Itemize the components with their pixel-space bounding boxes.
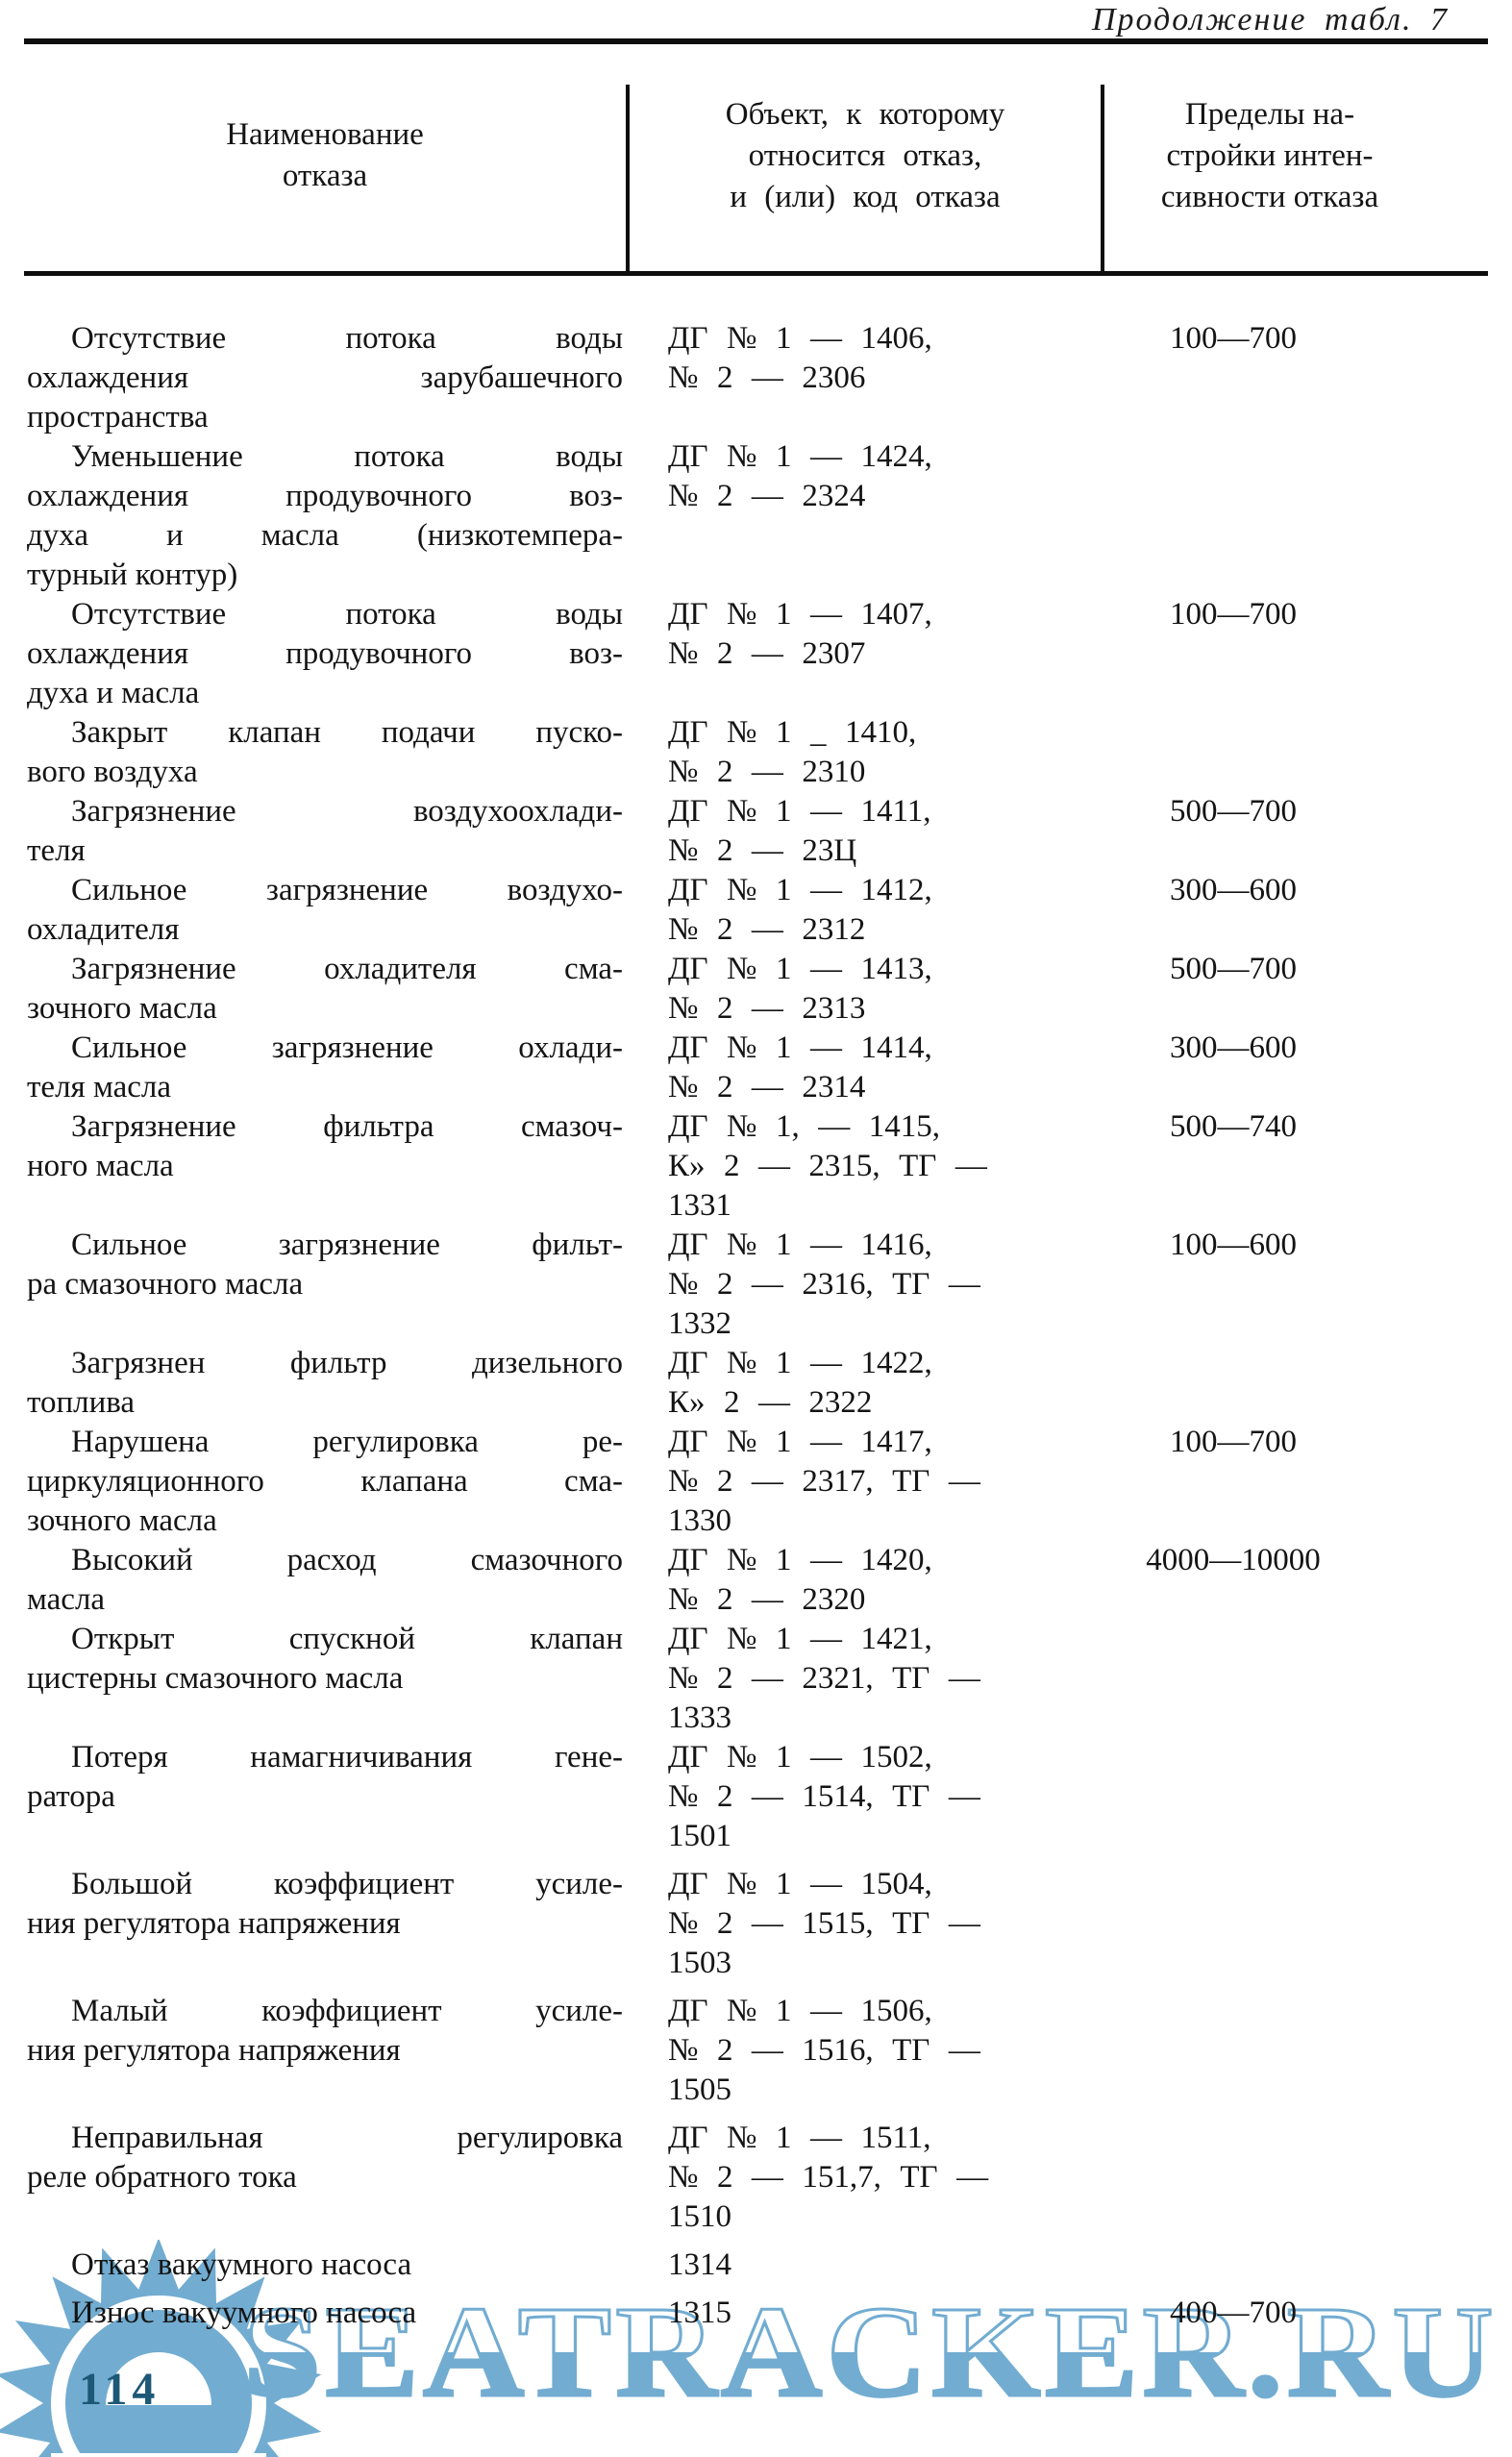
failure-name-cell: Загрязнен фильтр дизельного топлива — [27, 1346, 623, 1420]
table-row: Отказ вакуумного насоса 1314 — [27, 2246, 1488, 2285]
failure-name-cell: Большой коэффициент усиле-ния регулятора… — [27, 1867, 623, 1941]
table-header: Наименование отказа Объект, к которому о… — [24, 40, 1488, 271]
limits-cell: 100—700 — [1170, 597, 1297, 632]
failure-code-cell: ДГ № 1 — 1413, № 2 — 2313 — [668, 952, 932, 1026]
failure-code-cell: ДГ № 1 — 1421, № 2 — 2321, ТГ —1333 — [668, 1622, 980, 1735]
failure-code-cell: 1314 — [668, 2247, 731, 2282]
table-row: Нарушена регулировка ре-циркуляционного … — [27, 1423, 1488, 1541]
table-row: Неправильная регулировка реле обратного т… — [27, 2119, 1488, 2237]
failure-name-cell: Отсутствие потока воды охлаждения продуво… — [27, 597, 623, 710]
failure-name-cell: Износ вакуумного насоса — [71, 2296, 417, 2330]
failure-name-cell: Открыт спускной клапан цистерны смазочног… — [27, 1622, 623, 1696]
failure-code-cell: ДГ № 1 — 1420, № 2 — 2320 — [668, 1543, 932, 1617]
limits-cell: 100—700 — [1170, 321, 1297, 356]
column-divider-2 — [1101, 85, 1104, 271]
table-row: Высокий расход смазочного масла ДГ № 1 — 1… — [27, 1541, 1488, 1620]
table-row: Уменьшение потока воды охлаждения продуво… — [27, 437, 1488, 595]
watermark-text: SEATRACKER.RU — [243, 2280, 1498, 2424]
failure-code-cell: ДГ № 1 — 1411, № 2 — 23Ц — [668, 794, 931, 868]
failure-code-cell: ДГ № 1 — 1407, № 2 — 2307 — [668, 597, 932, 671]
table-row: Большой коэффициент усиле-ния регулятора… — [27, 1865, 1488, 1983]
table-header-rule — [24, 271, 1488, 276]
failure-name-cell: Отсутствие потока воды охлаждения зарубаш… — [27, 321, 623, 434]
table-row: Загрязнение фильтра смазоч-ного масла ДГ … — [27, 1107, 1488, 1226]
failure-code-cell: ДГ № 1 — 1511, № 2 — 151,7, ТГ —1510 — [668, 2121, 989, 2234]
failure-code-cell: ДГ № 1 — 1416, № 2 — 2316, ТГ —1332 — [668, 1228, 980, 1341]
failure-name-cell: Сильное загрязнение воздухо-охладителя — [27, 873, 623, 947]
failure-code-cell: ДГ № 1 — 1422, К» 2 — 2322 — [668, 1346, 932, 1420]
page-number: 114 — [79, 2364, 161, 2415]
table-top-rule — [24, 38, 1488, 44]
limits-cell: 100—600 — [1170, 1228, 1297, 1262]
sun-logo-icon — [0, 2240, 322, 2457]
failure-name-cell: Уменьшение потока воды охлаждения продуво… — [27, 439, 623, 592]
table-row: Загрязнение воздухоохлади-теля ДГ № 1 — 1… — [27, 792, 1488, 871]
watermark: SEATRACKER.RU — [0, 2240, 1498, 2457]
failure-name-cell: Малый коэффициент усиле-ния регулятора н… — [27, 1994, 623, 2068]
failure-name-cell: Загрязнение фильтра смазоч-ного масла — [27, 1109, 623, 1183]
limits-cell: 500—740 — [1170, 1109, 1297, 1144]
table-row: Малый коэффициент усиле-ния регулятора н… — [27, 1992, 1488, 2110]
limits-cell: 500—700 — [1170, 952, 1297, 986]
failure-name-cell: Сильное загрязнение охлади-теля масла — [27, 1030, 623, 1104]
failure-code-cell: ДГ № 1, — 1415, К» 2 — 2315, ТГ —1331 — [668, 1109, 987, 1223]
failure-code-cell: ДГ № 1 — 1504, № 2 — 1515, ТГ —1503 — [668, 1867, 980, 1980]
table-row: Сильное загрязнение охлади-теля масла ДГ … — [27, 1029, 1488, 1107]
limits-cell: 4000—10000 — [1146, 1543, 1321, 1577]
failure-code-cell: ДГ № 1 — 1414, № 2 — 2314 — [668, 1030, 932, 1104]
limits-cell: 500—700 — [1170, 794, 1297, 829]
table-continuation-label: Продолжение табл. 7 — [1091, 2, 1449, 37]
table-row: Загрязнение охладителя сма-зочного масла… — [27, 950, 1488, 1029]
limits-cell: 400—700 — [1170, 2296, 1297, 2330]
table-row: Износ вакуумного насоса 1315 400—700 — [27, 2294, 1488, 2333]
table-row: Сильное загрязнение фильт-ра смазочного … — [27, 1226, 1488, 1344]
failure-code-cell: 1315 — [668, 2296, 731, 2330]
column-header-failure-name: Наименование отказа — [226, 117, 424, 193]
failure-name-cell: Высокий расход смазочного масла — [27, 1543, 623, 1617]
table-row: Открыт спускной клапан цистерны смазочног… — [27, 1620, 1488, 1738]
table-body: Отсутствие потока воды охлаждения зарубаш… — [27, 319, 1488, 2333]
table-row: Потеря намагничивания гене-ратора ДГ № 1 … — [27, 1738, 1488, 1856]
table-row: Отсутствие потока воды охлаждения зарубаш… — [27, 319, 1488, 437]
failure-name-cell: Загрязнение охладителя сма-зочного масла — [27, 952, 623, 1026]
failure-name-cell: Потеря намагничивания гене-ратора — [27, 1740, 623, 1814]
failure-code-cell: ДГ № 1 — 1506, № 2 — 1516, ТГ —1505 — [668, 1994, 980, 2107]
limits-cell: 300—600 — [1170, 873, 1297, 907]
failure-code-cell: ДГ № 1 — 1417, № 2 — 2317, ТГ —1330 — [668, 1425, 980, 1538]
failure-name-cell: Закрыт клапан подачи пуско-вого воздуха — [27, 715, 623, 789]
failure-name-cell: Нарушена регулировка ре-циркуляционного … — [27, 1425, 623, 1538]
failure-name-cell: Неправильная регулировка реле обратного т… — [27, 2121, 623, 2195]
failure-name-cell: Загрязнение воздухоохлади-теля — [27, 794, 623, 868]
failure-code-cell: ДГ № 1 — 1424, № 2 — 2324 — [668, 439, 932, 513]
column-divider-1 — [626, 85, 630, 271]
table-row: Сильное загрязнение воздухо-охладителя ДГ… — [27, 871, 1488, 950]
column-header-intensity-limits: Пределы на- стройки интен- сивности отка… — [1160, 96, 1379, 214]
failure-code-cell: ДГ № 1 _ 1410, № 2 — 2310 — [668, 715, 917, 789]
table-row: Закрыт клапан подачи пуско-вого воздуха Д… — [27, 713, 1488, 792]
column-header-object-code: Объект, к которому относится отказ, и (и… — [725, 96, 1005, 214]
limits-cell: 300—600 — [1170, 1030, 1297, 1065]
failure-code-cell: ДГ № 1 — 1412, № 2 — 2312 — [668, 873, 932, 947]
failure-name-cell: Отказ вакуумного насоса — [71, 2247, 412, 2282]
failure-name-cell: Сильное загрязнение фильт-ра смазочного … — [27, 1228, 623, 1302]
table-row: Загрязнен фильтр дизельного топлива ДГ № 1… — [27, 1344, 1488, 1423]
table-row: Отсутствие потока воды охлаждения продуво… — [27, 595, 1488, 713]
failure-code-cell: ДГ № 1 — 1502, № 2 — 1514, ТГ —1501 — [668, 1740, 980, 1853]
limits-cell: 100—700 — [1170, 1425, 1297, 1459]
failure-code-cell: ДГ № 1 — 1406, № 2 — 2306 — [668, 321, 932, 395]
